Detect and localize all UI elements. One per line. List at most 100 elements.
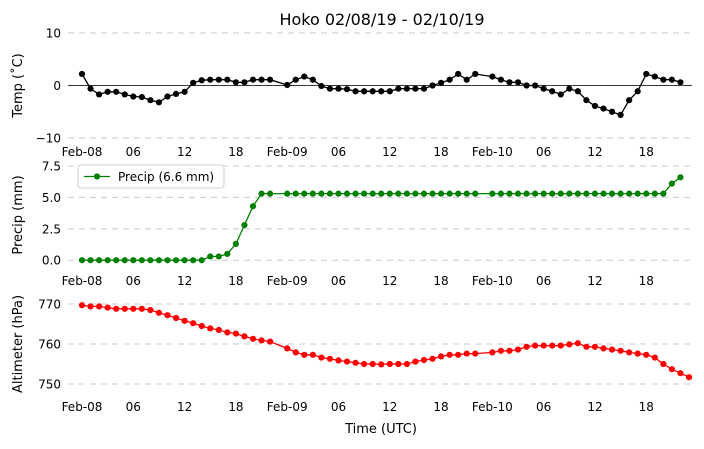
data-point — [600, 105, 607, 112]
data-point — [181, 257, 188, 264]
data-point — [386, 190, 393, 197]
data-point — [198, 257, 205, 264]
data-point — [455, 190, 462, 197]
series-line — [81, 73, 681, 116]
data-point — [130, 93, 137, 100]
data-point — [104, 304, 111, 311]
y-tick-label: 5.0 — [42, 191, 61, 205]
data-point — [506, 79, 513, 86]
data-point — [574, 88, 581, 95]
y-tick-label: 770 — [38, 298, 61, 312]
data-point — [172, 90, 180, 97]
data-point — [643, 70, 650, 78]
data-point — [232, 330, 239, 337]
x-tick-label: 18 — [228, 274, 243, 288]
data-point — [455, 70, 462, 78]
data-point — [446, 76, 453, 83]
data-point — [87, 85, 94, 92]
data-point — [215, 326, 222, 334]
data-point — [472, 70, 479, 78]
data-point — [172, 257, 180, 264]
data-point — [677, 370, 684, 377]
data-point — [608, 346, 616, 353]
data-point — [378, 361, 385, 368]
data-point — [147, 97, 154, 104]
data-point — [258, 337, 265, 344]
data-point — [241, 221, 248, 229]
data-point — [591, 190, 599, 197]
data-point — [138, 93, 145, 101]
data-point — [600, 190, 607, 197]
data-point — [318, 82, 325, 90]
data-point — [155, 309, 163, 316]
data-point — [326, 190, 334, 197]
data-point — [386, 88, 393, 95]
data-point — [608, 190, 616, 197]
data-point — [121, 91, 128, 98]
data-point — [335, 357, 342, 364]
data-point — [87, 257, 94, 264]
data-point — [420, 356, 428, 364]
data-point — [181, 317, 188, 324]
data-point — [643, 351, 650, 358]
data-point — [523, 82, 530, 89]
data-point — [258, 76, 265, 83]
data-point — [130, 305, 137, 312]
data-point — [361, 88, 368, 95]
data-point — [78, 257, 86, 264]
x-tick-label: 12 — [177, 400, 192, 414]
x-tick-label: 12 — [177, 274, 192, 288]
data-point — [463, 190, 470, 197]
data-point — [292, 190, 299, 197]
data-point — [514, 79, 522, 86]
data-point — [429, 190, 436, 197]
y-tick-label: 750 — [38, 378, 61, 392]
data-point — [497, 190, 505, 197]
data-point — [361, 360, 368, 368]
data-point — [198, 322, 205, 330]
data-point — [147, 306, 154, 314]
data-point — [113, 88, 120, 95]
data-point — [497, 347, 505, 354]
data-point — [266, 190, 274, 197]
data-point — [164, 93, 171, 100]
data-point — [420, 190, 428, 197]
x-tick-label: 06 — [536, 274, 551, 288]
x-tick-label: 18 — [639, 400, 654, 414]
data-point — [420, 85, 428, 92]
x-tick-label: Feb-10 — [472, 400, 513, 414]
data-point — [369, 88, 376, 95]
data-point — [540, 85, 547, 92]
data-point — [284, 190, 291, 197]
data-point — [446, 351, 453, 358]
data-point — [318, 190, 325, 197]
data-point — [514, 346, 522, 353]
x-tick-label: 18 — [228, 145, 243, 159]
data-point — [660, 190, 667, 197]
data-point — [532, 190, 539, 197]
data-point — [634, 190, 641, 197]
data-point — [369, 190, 376, 197]
data-point — [104, 88, 111, 95]
x-tick-label: 12 — [382, 274, 397, 288]
data-point — [318, 354, 325, 361]
data-point — [566, 85, 573, 92]
data-point — [506, 190, 513, 197]
x-tick-label: Feb-09 — [267, 274, 308, 288]
data-point — [651, 354, 658, 361]
x-tick-label: Feb-09 — [267, 400, 308, 414]
data-point — [386, 360, 393, 368]
data-point — [258, 190, 265, 197]
data-point — [292, 349, 299, 356]
data-point — [155, 99, 163, 106]
legend-label: Precip (6.6 mm) — [118, 170, 214, 184]
data-point — [155, 257, 163, 264]
data-point — [583, 343, 590, 350]
data-point — [164, 312, 171, 319]
data-point — [506, 347, 513, 354]
data-point — [326, 85, 334, 92]
x-tick-label: 12 — [177, 145, 192, 159]
data-point — [147, 257, 154, 264]
data-point — [566, 341, 573, 348]
